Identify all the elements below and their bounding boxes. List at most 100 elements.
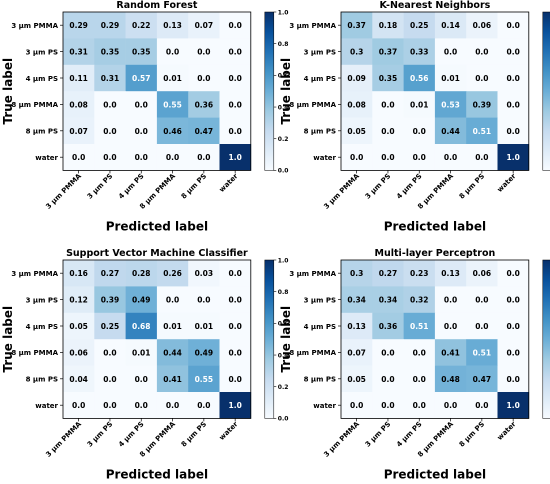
heatmap-cell (188, 286, 220, 314)
cell-value-label: 0.55 (163, 100, 182, 109)
heatmap-cell (341, 392, 373, 419)
heatmap-cell (94, 144, 126, 171)
heatmap-cell (497, 286, 530, 314)
cell-value-label: 0.31 (101, 74, 120, 83)
cell-value-label: 0.26 (163, 269, 182, 278)
x-tick-label: 4 μm PS (395, 172, 424, 201)
heatmap-cell (372, 12, 404, 39)
heatmap-cell (341, 339, 373, 366)
heatmap-cell (188, 339, 220, 366)
y-tick-label: water (313, 154, 336, 162)
cell-value-label: 0.0 (103, 375, 116, 384)
x-axis-label: Predicted label (384, 219, 486, 233)
heatmap-cell (341, 117, 373, 145)
heatmap-cell (466, 339, 498, 366)
heatmap-cell (125, 91, 158, 118)
cell-value-label: 0.51 (473, 348, 492, 357)
cell-value-label: 0.0 (444, 48, 457, 57)
heatmap-cell (156, 286, 189, 314)
heatmap-cell (497, 117, 530, 145)
cell-value-label: 0.0 (166, 48, 179, 57)
cell-value-label: 0.0 (507, 269, 520, 278)
heatmap-cell (156, 38, 189, 66)
colorbar (264, 11, 275, 171)
y-tick-label: 8 μm PMMA (289, 349, 336, 357)
colorbar (264, 259, 275, 419)
heatmap-cell (497, 64, 530, 92)
y-tick-label: 8 μm PMMA (11, 349, 58, 357)
heatmap-cell (63, 260, 95, 287)
colorbar-tick-label: 0.6 (278, 73, 289, 80)
heatmap-cell (188, 12, 220, 39)
cell-value-label: 0.0 (413, 127, 426, 136)
heatmap-cell (497, 339, 530, 366)
confusion-matrix-panel: Multi-layer Perceptron 0.3 0.27 0.23 0.13 0.0… (279, 248, 550, 481)
heatmap-cell (372, 312, 404, 340)
x-tick-label: 8 μm PS (458, 420, 487, 449)
heatmap-cell (219, 38, 252, 66)
x-tick-label: 3 μm PS (86, 420, 115, 449)
heatmap-cell (372, 365, 404, 393)
cell-value-label: 0.0 (135, 127, 148, 136)
cell-value-label: 0.0 (413, 401, 426, 410)
cell-value-label: 0.0 (197, 153, 210, 162)
cell-value-label: 0.0 (444, 322, 457, 331)
heatmap-cell (188, 365, 220, 393)
cell-value-label: 0.03 (195, 269, 214, 278)
cell-value-label: 0.27 (101, 269, 120, 278)
x-tick-label: 4 μm PS (395, 420, 424, 449)
colorbar-tick-label: 0.8 (278, 289, 289, 296)
heatmap-cell (156, 117, 189, 145)
y-tick-label: 8 μm PMMA (11, 101, 58, 109)
cell-value-label: 0.05 (347, 127, 366, 136)
cell-value-label: 0.01 (163, 322, 182, 331)
heatmap-cell (497, 91, 530, 118)
cell-value-label: 0.0 (229, 48, 242, 57)
y-axis-label: True label (1, 306, 15, 373)
cell-value-label: 0.47 (195, 127, 214, 136)
heatmap-cell (341, 260, 373, 287)
heatmap-cell (94, 64, 126, 92)
x-tick-label: 8 μm PS (458, 172, 487, 201)
heatmap-cell (63, 339, 95, 366)
heatmap-cell (341, 91, 373, 118)
heatmap-cell (434, 91, 467, 118)
plot-frame (62, 11, 252, 171)
y-tick-label: 8 μm PS (26, 128, 58, 136)
heatmap-cell (403, 260, 436, 287)
cell-value-label: 0.06 (69, 348, 88, 357)
heatmap-cell (219, 12, 252, 39)
cell-value-label: 0.0 (135, 153, 148, 162)
cell-value-label: 0.0 (350, 401, 363, 410)
cell-value-label: 0.0 (507, 348, 520, 357)
cell-value-label: 0.01 (163, 74, 182, 83)
cell-value-label: 0.07 (347, 348, 366, 357)
x-tick-label: 3 μm PMMA (44, 420, 83, 459)
y-axis-label: True label (1, 58, 15, 125)
heatmap-cell (466, 312, 498, 340)
cell-value-label: 0.36 (379, 322, 398, 331)
cell-value-label: 0.0 (166, 153, 179, 162)
y-axis-label: True label (279, 58, 293, 125)
heatmap-cell (372, 144, 404, 171)
cell-value-label: 0.0 (413, 375, 426, 384)
x-tick-label: 3 μm PMMA (322, 420, 361, 459)
cell-value-label: 0.0 (350, 153, 363, 162)
heatmap-cell (94, 312, 126, 340)
cell-value-label: 0.0 (229, 296, 242, 305)
heatmap-cell (94, 12, 126, 39)
heatmap-cell (403, 312, 436, 340)
heatmap-cell (188, 144, 220, 171)
x-tick-label: 4 μm PS (117, 172, 146, 201)
y-tick-label: 3 μm PMMA (289, 22, 336, 30)
y-tick-label: 8 μm PS (26, 376, 58, 384)
heatmap-cell (434, 260, 467, 287)
cell-value-label: 0.0 (103, 100, 116, 109)
heatmap-cell (403, 392, 436, 419)
cell-value-label: 0.44 (441, 127, 460, 136)
confusion-matrix-panel: Random Forest 0.29 0.29 0.22 0.13 0.07 0.0 0.31… (1, 0, 288, 233)
cell-value-label: 0.0 (507, 100, 520, 109)
cell-value-label: 0.0 (381, 153, 394, 162)
